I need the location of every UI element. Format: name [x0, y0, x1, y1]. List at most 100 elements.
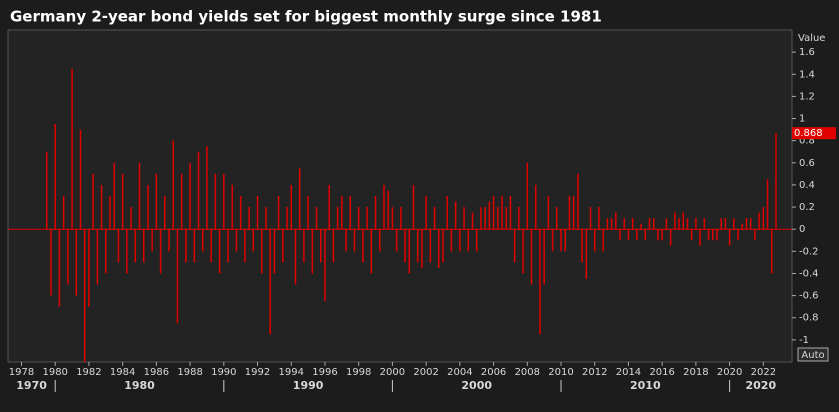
bar: [164, 196, 166, 230]
bar: [556, 207, 558, 230]
bar: [92, 173, 94, 230]
bar: [206, 146, 208, 230]
bar: [771, 229, 773, 274]
bar: [315, 207, 318, 230]
x-tick-label: 2018: [683, 367, 708, 378]
bar: [593, 229, 596, 252]
bar: [682, 212, 685, 230]
bar: [648, 218, 651, 230]
bar: [416, 229, 419, 263]
bar: [619, 229, 621, 241]
bar: [71, 68, 73, 230]
bar: [46, 151, 48, 230]
bar: [109, 196, 111, 230]
bar: [138, 162, 141, 230]
bar: [674, 212, 676, 230]
bar: [54, 124, 56, 230]
chart-title: Germany 2-year bond yields set for bigge…: [10, 8, 602, 26]
bar: [227, 229, 229, 263]
bar: [522, 229, 524, 274]
y-tick-label: -0.6: [799, 291, 819, 302]
x-tick-label: 1996: [312, 367, 337, 378]
bar: [636, 229, 638, 241]
bar: [699, 229, 701, 246]
bar: [572, 196, 575, 230]
x-tick-label: 1990: [211, 367, 236, 378]
bar: [252, 229, 255, 252]
bar: [105, 229, 107, 274]
y-tick-label: 0: [799, 224, 805, 235]
bar: [201, 229, 204, 252]
x-tick-label: 2014: [616, 367, 641, 378]
bar: [172, 140, 174, 230]
bar: [412, 184, 415, 230]
bar: [606, 218, 609, 230]
bar: [96, 229, 99, 285]
bar: [197, 151, 200, 230]
bar: [438, 229, 440, 268]
bar: [488, 201, 491, 230]
y-axis-label: Value: [798, 33, 825, 44]
decade-label: 2020: [745, 379, 776, 392]
auto-button[interactable]: [797, 347, 829, 362]
bar: [543, 229, 545, 285]
x-tick-label: 1988: [177, 367, 202, 378]
y-tick-label: 1.2: [799, 91, 815, 102]
bar: [113, 162, 115, 230]
bar: [307, 196, 309, 230]
bar: [273, 229, 276, 274]
bar: [728, 229, 731, 246]
bar: [341, 196, 343, 230]
decade-label: 2000: [461, 379, 492, 392]
bar: [775, 133, 777, 230]
bar: [130, 207, 132, 230]
bar: [669, 229, 672, 246]
bar: [357, 207, 360, 230]
x-tick-label: 2016: [649, 367, 674, 378]
bar: [185, 229, 187, 263]
bar: [627, 229, 630, 241]
bar: [539, 229, 541, 335]
bar: [631, 218, 634, 230]
bar: [345, 229, 347, 252]
bar: [303, 229, 305, 263]
bar: [311, 229, 314, 274]
y-tick-label: 1.4: [799, 69, 815, 80]
bar: [391, 207, 394, 230]
bar: [147, 184, 149, 230]
bar: [475, 229, 478, 252]
bar: [332, 229, 335, 263]
auto-button-label[interactable]: Auto: [801, 350, 824, 361]
bar: [362, 229, 364, 263]
bar: [505, 207, 507, 230]
bar: [741, 223, 744, 230]
bar: [737, 229, 739, 241]
bar: [720, 218, 722, 230]
bar: [379, 229, 381, 252]
bar: [602, 229, 604, 252]
bar: [577, 173, 579, 230]
bar: [142, 229, 145, 263]
bar: [724, 218, 727, 230]
y-tick-label: -0.4: [799, 268, 819, 279]
bar: [501, 196, 503, 230]
bar: [349, 196, 352, 230]
bar: [176, 229, 179, 324]
bar: [446, 196, 448, 230]
bar: [623, 218, 625, 230]
bar: [450, 229, 453, 252]
x-tick-label: 2006: [481, 367, 506, 378]
x-tick-label: 1986: [144, 367, 169, 378]
bar: [155, 173, 158, 230]
bar: [615, 212, 617, 230]
bar: [749, 218, 752, 230]
decade-label: 1990: [293, 379, 324, 392]
bar: [513, 229, 516, 263]
bar: [336, 207, 339, 230]
x-tick-label: 2020: [717, 367, 742, 378]
bar: [282, 229, 284, 263]
bar: [168, 229, 170, 252]
bar: [560, 229, 562, 252]
bar: [766, 179, 769, 230]
bar: [492, 196, 495, 230]
